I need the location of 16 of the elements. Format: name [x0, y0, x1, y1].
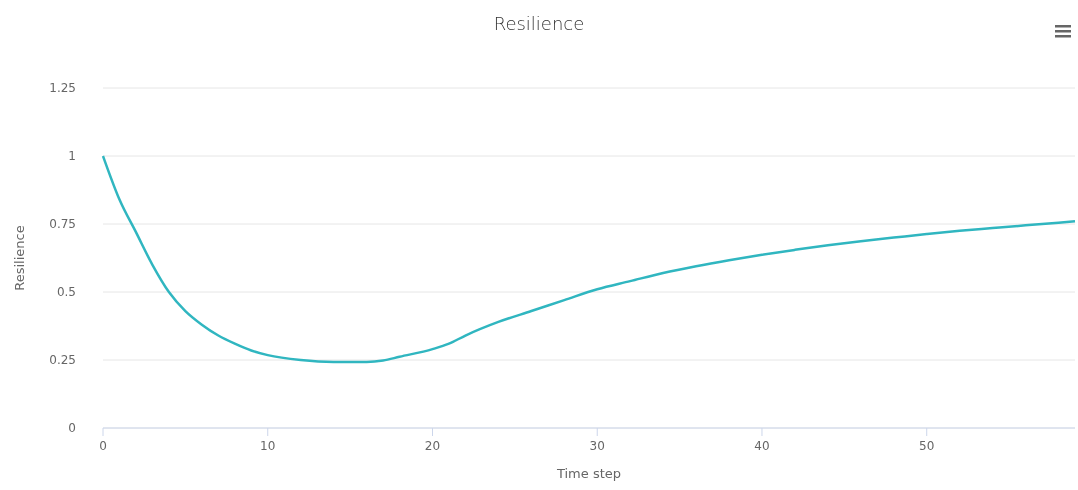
x-tick-label: 0 — [99, 439, 107, 453]
line-series — [101, 154, 1077, 364]
x-tick-label: 30 — [589, 439, 605, 453]
y-tick-label: 0.5 — [56, 285, 76, 299]
y-tick-label: 0 — [68, 421, 76, 435]
y-axis-title: Resilience — [12, 225, 27, 291]
x-tick-label: 50 — [919, 439, 935, 453]
x-axis-title: Time step — [555, 466, 622, 481]
x-tick-label: 10 — [260, 439, 276, 453]
x-tick-label: 40 — [754, 439, 770, 453]
y-tick-label: 0.25 — [49, 353, 76, 367]
chart-title: Resilience — [493, 13, 585, 34]
y-tick-label: 1.25 — [49, 81, 76, 95]
x-tick-label: 20 — [424, 439, 441, 453]
y-tick-label: 0.75 — [49, 217, 76, 231]
y-tick-label: 1 — [68, 149, 76, 163]
